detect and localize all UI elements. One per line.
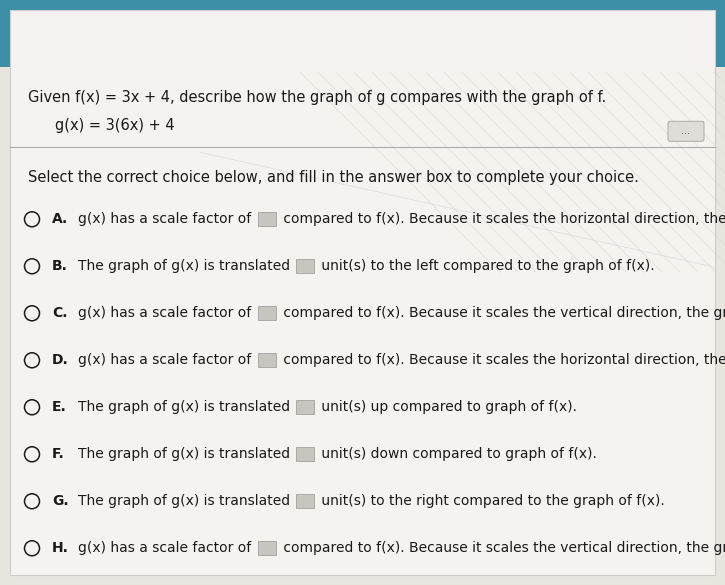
Text: Select the correct choice below, and fill in the answer box to complete your cho: Select the correct choice below, and fil… xyxy=(28,170,639,185)
FancyBboxPatch shape xyxy=(297,448,315,462)
FancyBboxPatch shape xyxy=(257,212,276,226)
Text: A.: A. xyxy=(52,212,68,226)
FancyBboxPatch shape xyxy=(257,541,276,555)
Text: E.: E. xyxy=(52,400,67,414)
Text: H.: H. xyxy=(52,541,69,555)
Text: unit(s) up compared to graph of f(x).: unit(s) up compared to graph of f(x). xyxy=(318,400,578,414)
FancyBboxPatch shape xyxy=(297,259,315,273)
FancyBboxPatch shape xyxy=(297,494,315,508)
Text: C.: C. xyxy=(52,307,67,320)
FancyBboxPatch shape xyxy=(257,353,276,367)
Text: g(x) has a scale factor of: g(x) has a scale factor of xyxy=(78,541,256,555)
Text: g(x) = 3(6x) + 4: g(x) = 3(6x) + 4 xyxy=(55,118,175,133)
FancyBboxPatch shape xyxy=(668,121,704,141)
Text: The graph of g(x) is translated: The graph of g(x) is translated xyxy=(78,494,294,508)
FancyBboxPatch shape xyxy=(257,307,276,320)
Text: compared to f(x). Because it scales the vertical direction, the grap: compared to f(x). Because it scales the … xyxy=(278,307,725,320)
Text: compared to f(x). Because it scales the horizontal direction, the gra: compared to f(x). Because it scales the … xyxy=(278,353,725,367)
Text: The graph of g(x) is translated: The graph of g(x) is translated xyxy=(78,448,294,462)
Text: Given f(x) = 3x + 4, describe how the graph of g compares with the graph of f.: Given f(x) = 3x + 4, describe how the gr… xyxy=(28,90,606,105)
Text: unit(s) to the left compared to the graph of f(x).: unit(s) to the left compared to the grap… xyxy=(318,259,655,273)
Bar xyxy=(0,0,725,67)
Text: F.: F. xyxy=(52,448,65,462)
Text: unit(s) to the right compared to the graph of f(x).: unit(s) to the right compared to the gra… xyxy=(318,494,666,508)
Text: unit(s) down compared to graph of f(x).: unit(s) down compared to graph of f(x). xyxy=(318,448,597,462)
Text: The graph of g(x) is translated: The graph of g(x) is translated xyxy=(78,259,294,273)
Text: G.: G. xyxy=(52,494,69,508)
Text: compared to f(x). Because it scales the horizontal direction, the g: compared to f(x). Because it scales the … xyxy=(278,212,725,226)
Text: g(x) has a scale factor of: g(x) has a scale factor of xyxy=(78,307,256,320)
Text: B.: B. xyxy=(52,259,68,273)
Text: compared to f(x). Because it scales the vertical direction, the graph i: compared to f(x). Because it scales the … xyxy=(278,541,725,555)
Text: g(x) has a scale factor of: g(x) has a scale factor of xyxy=(78,353,256,367)
FancyBboxPatch shape xyxy=(297,400,315,414)
Text: The graph of g(x) is translated: The graph of g(x) is translated xyxy=(78,400,294,414)
Text: D.: D. xyxy=(52,353,69,367)
Text: g(x) has a scale factor of: g(x) has a scale factor of xyxy=(78,212,256,226)
Text: ...: ... xyxy=(682,126,690,136)
FancyBboxPatch shape xyxy=(10,10,715,575)
